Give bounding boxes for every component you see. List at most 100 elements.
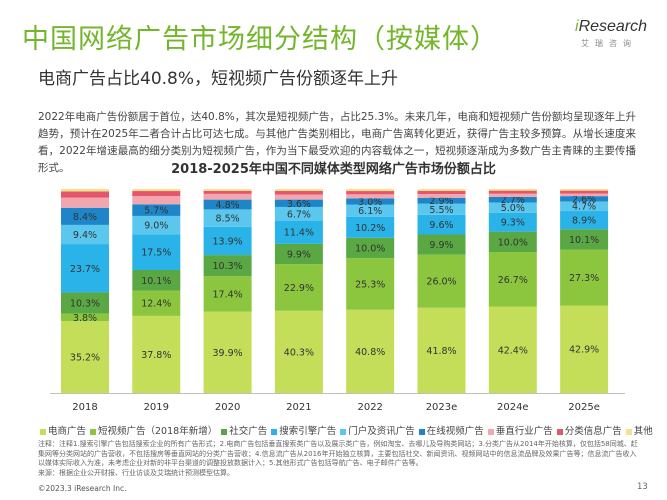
bar-segment — [346, 198, 395, 205]
legend-swatch — [487, 428, 494, 435]
data-label: 42.4% — [498, 345, 528, 356]
chart-legend: 电商广告 短视频广告（2018年新增） 社交广告 搜索引擎广告 门户及资讯广告 在线视频广… — [40, 423, 660, 437]
data-label: 11.4% — [284, 228, 314, 239]
data-label: 4.7% — [572, 202, 596, 213]
bar-segment — [560, 249, 609, 306]
x-tick-label: 2023e — [426, 402, 458, 413]
bar-segment — [488, 212, 537, 232]
legend-label: 门户及资讯广告 — [348, 426, 415, 437]
legend-label: 其他 — [633, 426, 653, 437]
bar-segment — [417, 234, 466, 255]
bar-segment — [274, 310, 323, 393]
legend-swatch — [556, 428, 563, 435]
bar-segment — [417, 194, 466, 198]
data-label: 10.3% — [70, 298, 100, 309]
data-label: 3.0% — [358, 197, 382, 208]
bar-segment — [132, 196, 181, 205]
data-label: 35.2% — [70, 353, 100, 364]
logo-wordmark: iResearch — [575, 18, 648, 35]
data-label: 9.6% — [429, 220, 453, 231]
bar-segment — [274, 243, 323, 265]
legend-swatch — [418, 428, 425, 435]
bar-segment — [274, 194, 323, 200]
bar-segment — [61, 292, 109, 314]
source-text: 来源：根据企业公开财报、行业访谈及艾瑞统计预测模型估算。 — [38, 468, 234, 477]
legend-label: 分类信息广告 — [564, 426, 622, 437]
bar-segment — [417, 254, 466, 308]
bar-segment — [560, 196, 609, 202]
bar-segment — [488, 252, 537, 307]
bar-segment — [61, 197, 109, 208]
bar-segment — [488, 190, 537, 194]
bar-segment — [417, 203, 466, 215]
bar-segment — [417, 190, 466, 195]
data-label: 8.4% — [73, 212, 97, 223]
data-label: 17.4% — [213, 289, 243, 300]
note-text: 注释：注释1.搜索引擎广告包括搜索企业的所有广告形式；2.电商广告包括垂直搜索类… — [38, 440, 638, 468]
legend-item: 其他 — [625, 423, 653, 437]
bar-segment — [203, 190, 252, 194]
bar-segment — [274, 206, 323, 221]
data-label: 41.8% — [426, 346, 456, 357]
bar-segment — [132, 191, 181, 197]
legend-swatch — [271, 428, 278, 435]
data-label: 9.0% — [144, 221, 168, 232]
bar-segment — [132, 234, 181, 270]
x-tick-label: 2021 — [286, 402, 311, 413]
summary-paragraph: 2022年电商广告份额居于首位，达40.8%，其次是短视频广告，占比25.3%。… — [38, 111, 636, 174]
legend-label: 短视频广告（2018年新增） — [98, 426, 218, 437]
x-tick-label: 2018 — [72, 402, 97, 413]
legend-item: 电商广告 — [40, 423, 86, 437]
data-label: 42.9% — [569, 345, 599, 356]
bar-segment — [132, 290, 181, 316]
data-label: 6.7% — [287, 209, 311, 220]
bar-segment — [560, 229, 609, 250]
legend-item: 搜索引擎广告 — [271, 423, 336, 437]
bar-segment — [203, 276, 252, 312]
legend-swatch — [221, 428, 228, 435]
data-label: 10.1% — [141, 276, 171, 287]
bar-segment — [203, 226, 252, 256]
page-title: 中国网络广告市场细分结构（按媒体） — [22, 24, 498, 55]
legend-label: 在线视频广告 — [426, 426, 484, 437]
bar-segment — [346, 191, 395, 195]
data-label: 9.3% — [501, 218, 525, 229]
bar-segment — [346, 194, 395, 199]
legend-item: 门户及资讯广告 — [340, 423, 415, 437]
bar-segment — [274, 264, 323, 311]
bar-segment — [132, 215, 181, 235]
bar-segment — [417, 197, 466, 204]
data-label: 10.0% — [355, 243, 385, 254]
legend-label: 社交广告 — [229, 426, 268, 437]
bar-segment — [560, 193, 609, 197]
legend-swatch — [40, 428, 46, 435]
bar-segment — [346, 237, 395, 259]
bar-segment — [61, 207, 109, 225]
bar-segment — [346, 309, 395, 393]
bar-segment — [203, 311, 252, 393]
data-label: 37.8% — [141, 350, 171, 361]
data-label: 23.7% — [70, 264, 100, 275]
legend-item: 社交广告 — [221, 423, 267, 437]
legend-item: 短视频广告（2018年新增） — [90, 423, 217, 437]
data-label: 26.0% — [426, 277, 456, 288]
legend-label: 垂直行业广告 — [495, 426, 553, 437]
bar-segment — [132, 189, 181, 192]
bar-segment — [488, 306, 537, 393]
bar-segment — [560, 189, 609, 191]
bar-segment — [61, 189, 109, 192]
data-label: 2.9% — [429, 196, 453, 207]
bar-segment — [560, 190, 609, 194]
data-label: 2.6% — [572, 194, 596, 205]
bar-segment — [61, 313, 109, 322]
bar-segment — [346, 258, 395, 310]
chart-title: 2018-2025年中国不同媒体类型网络广告市场份额占比 — [171, 162, 496, 177]
bar-segment — [274, 220, 323, 244]
x-tick-label: 2020 — [215, 402, 240, 413]
data-label: 17.5% — [141, 248, 171, 259]
page-subtitle: 电商广告占比40.8%，短视频广告份额逐年上升 — [38, 69, 399, 89]
iresearch-logo: iResearch 艾瑞咨询 — [571, 18, 651, 52]
data-label: 12.4% — [141, 299, 171, 310]
data-label: 3.8% — [73, 313, 97, 324]
bar-segment — [346, 189, 395, 192]
